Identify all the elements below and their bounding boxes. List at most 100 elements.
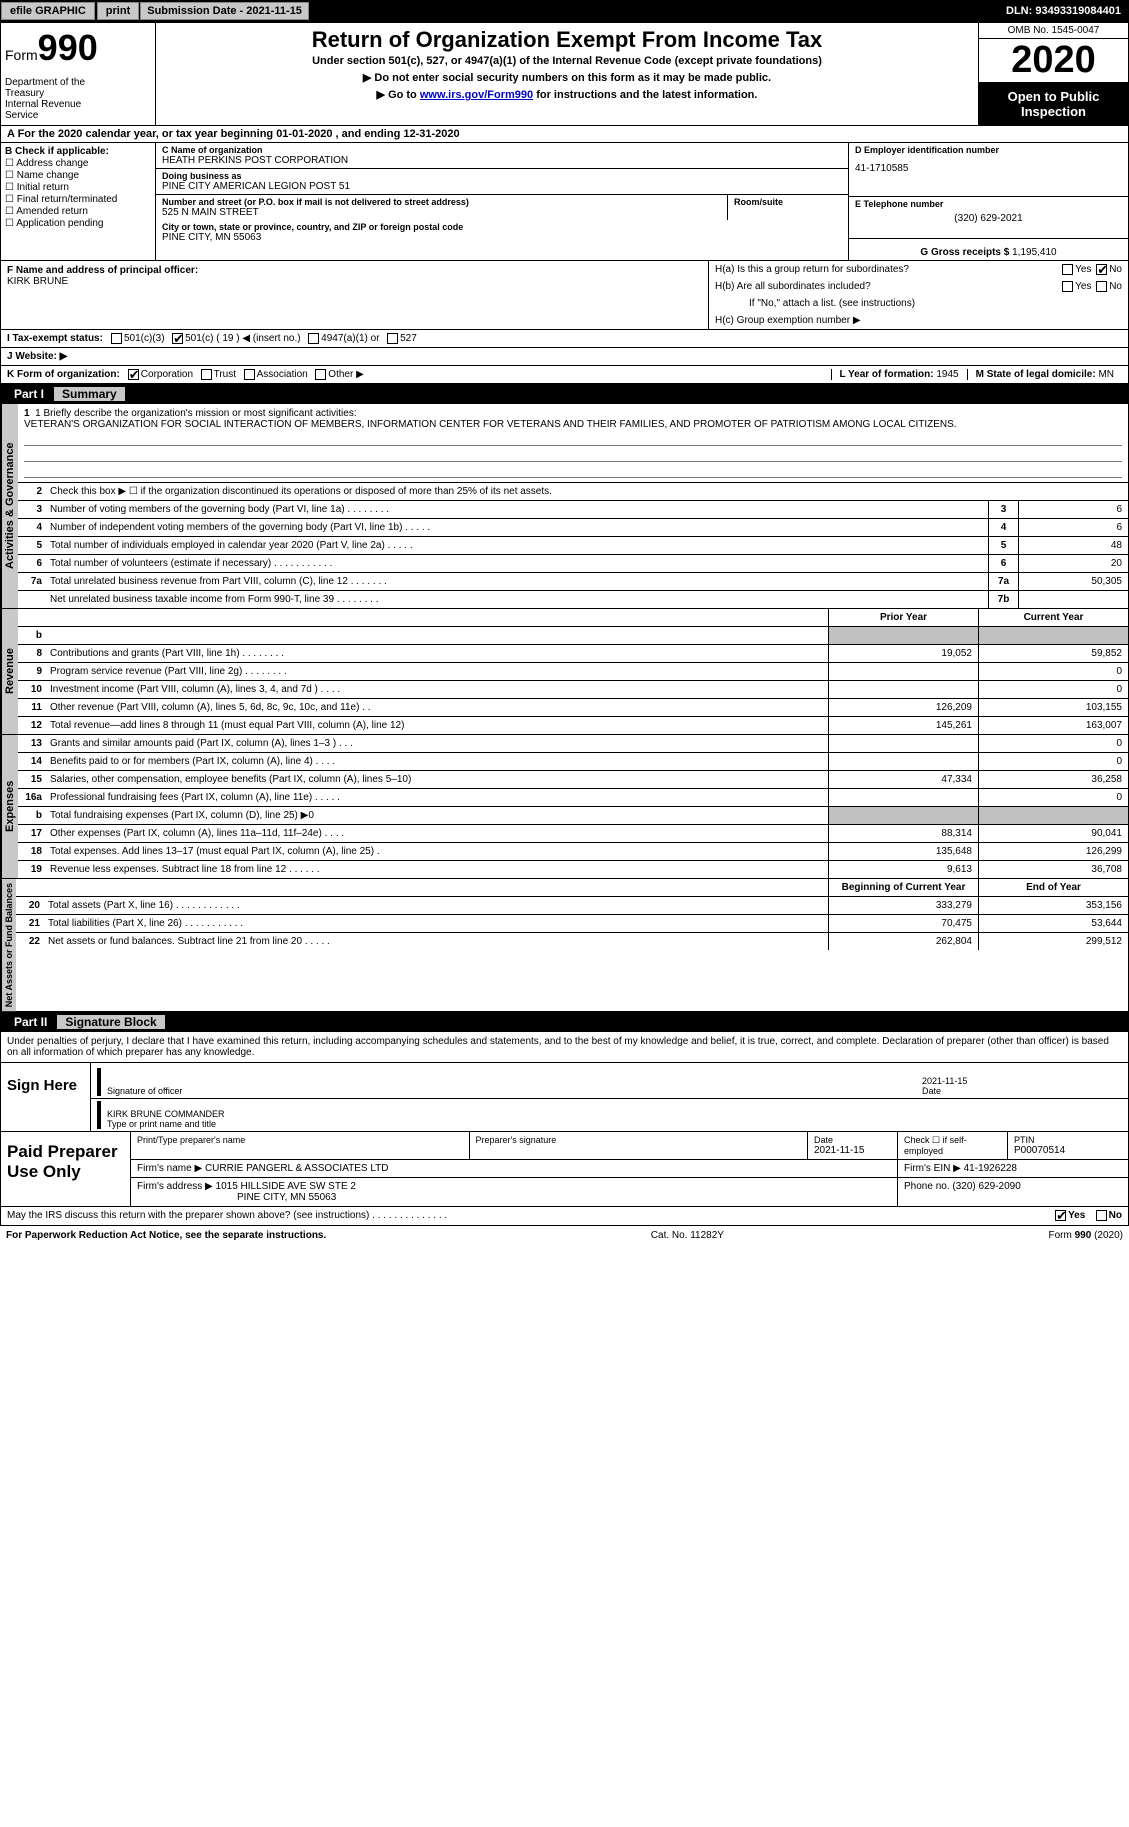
financial-row: 14Benefits paid to or for members (Part …	[18, 753, 1128, 771]
prior-year-value	[828, 627, 978, 644]
row-number: 2	[18, 483, 46, 500]
org-name-value: HEATH PERKINS POST CORPORATION	[162, 155, 842, 166]
efile-graphic-label: efile GRAPHIC	[1, 2, 95, 20]
ha-no-checkbox[interactable]	[1096, 264, 1107, 275]
corporation-checkbox[interactable]	[128, 369, 139, 380]
prior-year-value: 19,052	[828, 645, 978, 662]
print-button[interactable]: print	[97, 2, 139, 20]
sign-here-label: Sign Here	[1, 1063, 91, 1131]
box-deg-block: D Employer identification number 41-1710…	[848, 143, 1128, 260]
ein-value: 41-1710585	[855, 163, 1122, 174]
discuss-text: May the IRS discuss this return with the…	[7, 1210, 447, 1221]
revenue-section: Revenue Prior Year Current Year b8Contri…	[0, 609, 1129, 735]
top-bar: efile GRAPHIC print Submission Date - 20…	[0, 0, 1129, 22]
city-value: PINE CITY, MN 55063	[162, 232, 842, 243]
ha-yes-checkbox[interactable]	[1062, 264, 1073, 275]
prior-year-value: 9,613	[828, 861, 978, 878]
end-year-header: End of Year	[978, 879, 1128, 896]
room-suite-label: Room/suite	[734, 197, 842, 207]
website-row: J Website: ▶	[0, 348, 1129, 366]
form-title: Return of Organization Exempt From Incom…	[164, 27, 970, 53]
gross-receipts-cell: G Gross receipts $ 1,195,410	[849, 239, 1128, 260]
current-year-value: 0	[978, 753, 1128, 770]
trust-checkbox[interactable]	[201, 369, 212, 380]
row-box-value	[1018, 591, 1128, 608]
501c-checkbox[interactable]	[172, 333, 183, 344]
prior-year-value	[828, 663, 978, 680]
row-number: 7a	[18, 573, 46, 590]
net-header-row: Beginning of Current Year End of Year	[16, 879, 1128, 897]
part-ii-title: Signature Block	[57, 1015, 164, 1029]
row-desc: Total number of volunteers (estimate if …	[46, 555, 988, 572]
check-amended-return[interactable]: ☐ Amended return	[5, 206, 151, 217]
preparer-sig-cell: Preparer's signature	[470, 1132, 809, 1159]
cat-no: Cat. No. 11282Y	[651, 1230, 724, 1241]
ein-label: D Employer identification number	[855, 145, 1122, 155]
4947-checkbox[interactable]	[308, 333, 319, 344]
sign-here-block: Sign Here Signature of officer 2021-11-1…	[0, 1063, 1129, 1132]
row-number: 22	[16, 933, 44, 950]
page-footer: For Paperwork Reduction Act Notice, see …	[0, 1226, 1129, 1245]
check-address-change[interactable]: ☐ Address change	[5, 158, 151, 169]
row-desc: Number of independent voting members of …	[46, 519, 988, 536]
hb-no-checkbox[interactable]	[1096, 281, 1107, 292]
hb-note: If "No," attach a list. (see instruction…	[709, 295, 1128, 312]
revenue-header-row: Prior Year Current Year	[18, 609, 1128, 627]
beginning-year-header: Beginning of Current Year	[828, 879, 978, 896]
box-i-label: I Tax-exempt status:	[7, 333, 103, 344]
row-box-label: 7a	[988, 573, 1018, 590]
row-number: 4	[18, 519, 46, 536]
other-checkbox[interactable]	[315, 369, 326, 380]
governance-row: 6Total number of volunteers (estimate if…	[18, 555, 1128, 573]
form-word: Form	[5, 47, 38, 63]
sig-date-value: 2021-11-15	[922, 1076, 1122, 1086]
form-ref: Form 990 (2020)	[1049, 1230, 1123, 1241]
check-application-pending[interactable]: ☐ Application pending	[5, 218, 151, 229]
paid-preparer-label: Paid Preparer Use Only	[1, 1132, 131, 1206]
street-value: 525 N MAIN STREET	[162, 207, 721, 218]
row-desc: Net assets or fund balances. Subtract li…	[44, 933, 828, 950]
prior-year-value: 70,475	[828, 915, 978, 932]
city-cell: City or town, state or province, country…	[156, 220, 848, 245]
net-assets-section: Net Assets or Fund Balances Beginning of…	[0, 879, 1129, 1012]
ein-cell: D Employer identification number 41-1710…	[849, 143, 1128, 197]
submission-date-label: Submission Date - 2021-11-15	[140, 2, 309, 20]
prior-year-value	[828, 681, 978, 698]
box-f-officer: F Name and address of principal officer:…	[1, 261, 708, 329]
financial-row: 21Total liabilities (Part X, line 26) . …	[16, 915, 1128, 933]
527-checkbox[interactable]	[387, 333, 398, 344]
mission-block: 1 1 Briefly describe the organization's …	[18, 404, 1128, 483]
501c3-checkbox[interactable]	[111, 333, 122, 344]
form-header: Form990 Department of theTreasuryInterna…	[0, 22, 1129, 126]
association-checkbox[interactable]	[244, 369, 255, 380]
hb-yes-checkbox[interactable]	[1062, 281, 1073, 292]
discuss-yes-checkbox[interactable]	[1055, 1210, 1066, 1221]
row-number: 14	[18, 753, 46, 770]
irs-form990-link[interactable]: www.irs.gov/Form990	[420, 89, 533, 101]
row-desc: Check this box ▶ ☐ if the organization d…	[46, 483, 1128, 500]
check-initial-return[interactable]: ☐ Initial return	[5, 182, 151, 193]
self-employed-cell[interactable]: Check ☐ if self-employed	[898, 1132, 1008, 1159]
row-number: 9	[18, 663, 46, 680]
mission-label: 1 1 Briefly describe the organization's …	[24, 408, 1122, 419]
signature-marker-icon	[97, 1068, 101, 1096]
officer-name-label: Type or print name and title	[107, 1119, 1122, 1129]
form-of-org-row: K Form of organization: Corporation Trus…	[0, 366, 1129, 384]
omb-number: OMB No. 1545-0047	[979, 23, 1128, 39]
current-year-value: 0	[978, 663, 1128, 680]
row-desc: Total liabilities (Part X, line 26) . . …	[44, 915, 828, 932]
discuss-no-checkbox[interactable]	[1096, 1210, 1107, 1221]
row-number: 6	[18, 555, 46, 572]
box-k-label: K Form of organization:	[7, 369, 120, 380]
row-desc	[46, 627, 828, 644]
row-box-value: 20	[1018, 555, 1128, 572]
row-number: 11	[18, 699, 46, 716]
financial-row: 8Contributions and grants (Part VIII, li…	[18, 645, 1128, 663]
gross-receipts-label: G Gross receipts $	[920, 247, 1009, 258]
check-final-return[interactable]: ☐ Final return/terminated	[5, 194, 151, 205]
box-h-block: H(a) Is this a group return for subordin…	[708, 261, 1128, 329]
financial-row: b	[18, 627, 1128, 645]
financial-row: 15Salaries, other compensation, employee…	[18, 771, 1128, 789]
part-ii-header: Part II Signature Block	[0, 1012, 1129, 1032]
check-name-change[interactable]: ☐ Name change	[5, 170, 151, 181]
